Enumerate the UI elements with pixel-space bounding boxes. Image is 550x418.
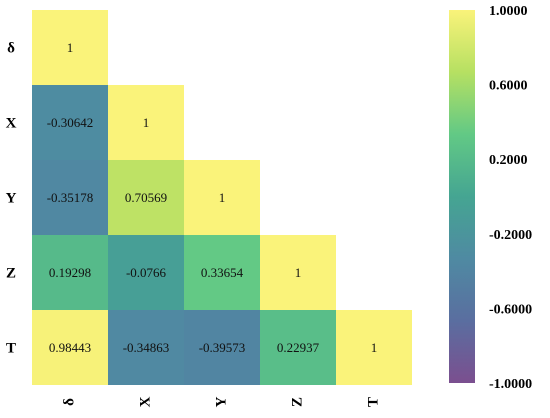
heatmap-cell <box>32 10 108 85</box>
colorbar-tick-label: -1.0000 <box>489 377 532 392</box>
colorbar-tick-label: 0.6000 <box>489 79 528 94</box>
heatmap-cell <box>184 235 260 310</box>
cell-value-label: 0.19298 <box>49 265 91 280</box>
row-label: T <box>6 341 16 357</box>
heatmap-cell <box>32 310 108 385</box>
colorbar-tick-label: -0.6000 <box>489 302 532 317</box>
heatmap-cell <box>184 310 260 385</box>
cell-value-label: -0.39573 <box>199 340 246 355</box>
cell-value-label: -0.0766 <box>126 265 167 280</box>
cell-value-label: 1 <box>143 115 150 130</box>
row-label: X <box>6 116 17 132</box>
cell-value-label: 0.33654 <box>201 265 244 280</box>
heatmap-cell <box>108 310 184 385</box>
heatmap-cell <box>260 235 336 310</box>
column-label: X <box>137 396 153 407</box>
column-label: δ <box>61 398 77 406</box>
heatmap-cell <box>108 160 184 235</box>
heatmap-cell <box>260 310 336 385</box>
cell-value-label: 0.98443 <box>49 340 91 355</box>
cell-value-label: 1 <box>371 340 378 355</box>
row-label: Z <box>6 266 16 282</box>
column-label: Y <box>213 396 229 407</box>
heatmap-cell <box>32 85 108 160</box>
colorbar-tick-label: 1.0000 <box>489 4 528 19</box>
colorbar-tick-label: -0.2000 <box>489 228 532 243</box>
cell-value-label: 0.70569 <box>125 190 167 205</box>
cell-value-label: -0.34863 <box>123 340 170 355</box>
cell-value-label: -0.35178 <box>47 190 94 205</box>
colorbar: 1.0000 0.6000 0.2000 -0.2000 -0.6000 -1.0000 <box>449 4 532 392</box>
colorbar-tick-label: 0.2000 <box>489 153 528 168</box>
colorbar-gradient <box>449 10 475 383</box>
heatmap-cell <box>336 310 412 385</box>
row-label: δ <box>7 41 15 57</box>
cell-value-label: 0.22937 <box>277 340 320 355</box>
cell-value-label: 1 <box>67 40 74 55</box>
cell-value-label: -0.30642 <box>47 115 94 130</box>
cell-value-label: 1 <box>219 190 226 205</box>
column-label: T <box>365 397 381 407</box>
heatmap-cell <box>108 235 184 310</box>
heatmap-cells: 1 -0.30642 1 -0.35178 0.70569 1 0.19298 -0.0766… <box>32 10 412 385</box>
column-label: Z <box>289 397 305 407</box>
heatmap-cell <box>184 160 260 235</box>
heatmap-cell <box>32 160 108 235</box>
heatmap-cell <box>108 85 184 160</box>
row-label: Y <box>6 191 17 207</box>
cell-value-label: 1 <box>295 265 302 280</box>
row-labels: δ X Y Z T <box>6 41 17 357</box>
heatmap-cell <box>32 235 108 310</box>
